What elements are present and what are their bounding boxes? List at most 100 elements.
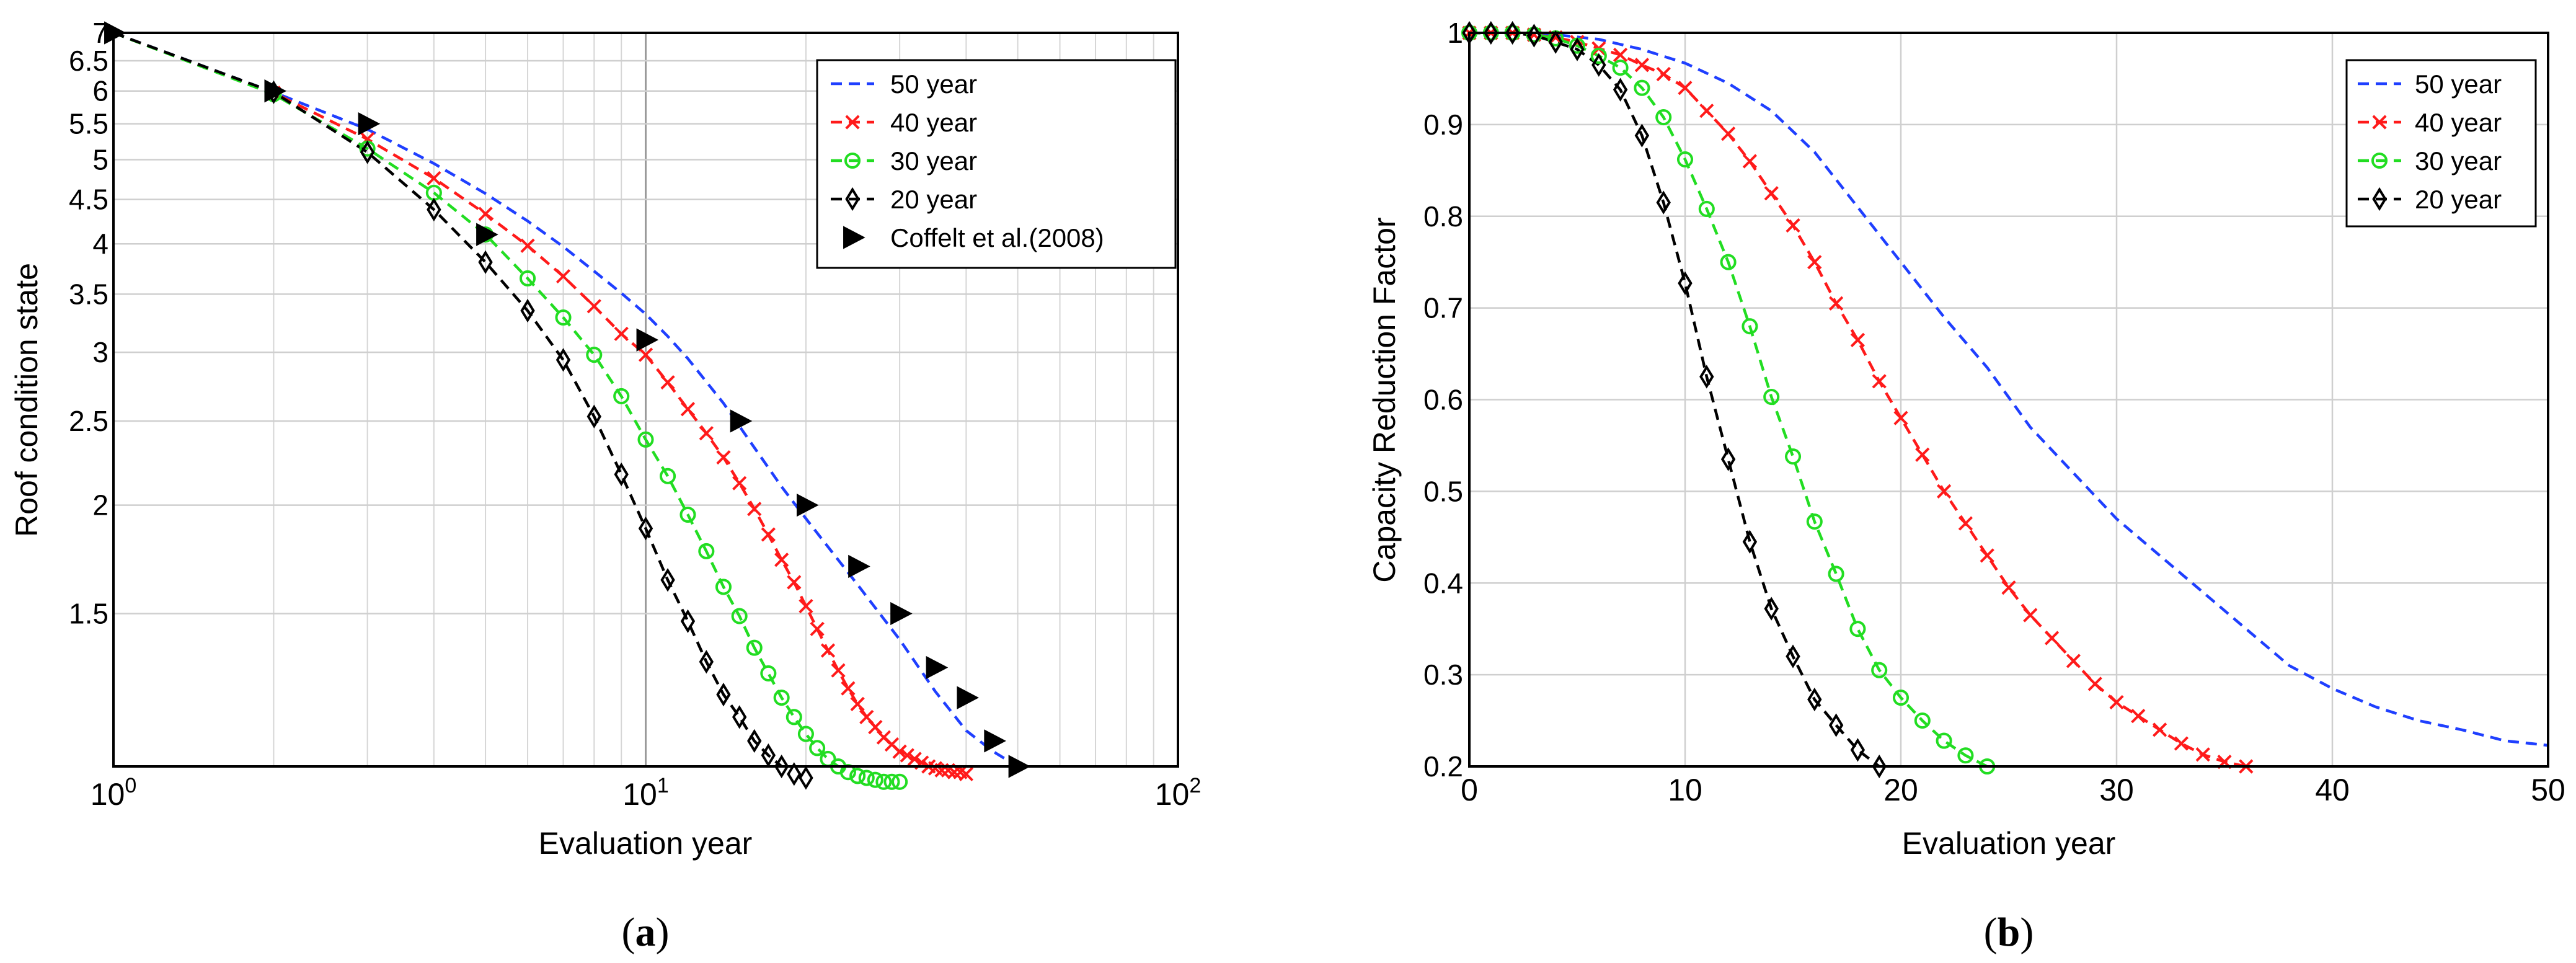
series-b-20-year-point [1613,78,1628,102]
series-a-coffelt-et-al-2008-point [264,79,287,103]
legend-label-b: 40 year [2415,108,2502,137]
marker-layer-b [1461,20,2254,779]
y-tick-label-a: 6.5 [69,45,108,77]
plot-frame-b [1468,32,2549,768]
series-a-20-year-point [787,762,802,786]
series-b-40-year-point [1656,66,1671,82]
series-b-30-year-point [1892,690,1910,706]
series-a-40-year-point [660,375,675,390]
series-b-40-year-point [2023,608,2038,623]
series-a-20-year-point [660,568,675,592]
y-tick-label-b: 0.9 [1423,109,1463,141]
series-a-20-year-point [614,462,629,487]
series-a-40-year-point [787,575,802,590]
legend-label-a: Coffelt et al.(2008) [890,223,1104,252]
series-a-40-year-point [586,299,601,314]
caption-b: (b) [1984,910,2034,955]
series-b-20-year-point [1505,20,1520,45]
series-b-20-year-point [1699,365,1714,389]
legend-marker-a [845,115,860,130]
series-b-30-year-point [1871,662,1888,678]
series-a-30-year-point [586,347,603,363]
series-b-20-year-point [1678,271,1693,295]
series-a-30-year-point [875,773,892,790]
series-a-coffelt-et-al-2008-point [730,409,753,433]
series-a-coffelt-et-al-2008-point [926,655,949,680]
series-b-20-year-point [1807,687,1822,712]
series-b-20-year-point [1764,597,1779,621]
y-tick-label-a: 6 [92,75,108,107]
series-b-20-year-point [1484,20,1498,45]
series-a-30-year-point [555,309,572,326]
series-a-coffelt-et-al-2008-point [957,686,979,709]
series-a-30-year-point [883,773,900,790]
y-tick-label-a: 4 [92,228,108,260]
series-a-20-year-point [638,517,653,541]
series-a-20-year-line [113,33,785,766]
series-a-50-year-line [113,33,1019,766]
series-a-30-year-point [659,468,676,484]
series-a-40-year-point [699,426,714,441]
series-b-30-year-point [1720,254,1737,270]
marker-layer-a [104,21,1031,790]
series-b-40-year-point [1807,255,1822,270]
legend-label-a: 30 year [890,146,977,175]
x-axis-label-b: Evaluation year [1902,826,2116,861]
series-b-30-year-point [1655,109,1672,126]
series-a-30-year-point [731,608,748,624]
series-a-30-year-point [698,543,715,559]
x-tick-label-b: 20 [1883,773,1918,807]
series-b-40-year-point [2195,747,2210,762]
x-tick-label-a: 100 [91,774,137,812]
series-b-40-year-point [2109,695,2124,710]
series-a-40-year-point [900,748,914,763]
legend-marker-a [843,226,865,249]
series-b-30-year-point [1784,448,1802,465]
series-b-30-year-line [1469,33,1988,766]
x-tick-label-a: 101 [622,774,669,812]
series-b-40-year-point [1742,154,1758,169]
y-tick-label-a: 5.5 [69,108,108,140]
series-a-20-year-point [555,348,571,372]
caption-a-letter: a [635,910,656,955]
series-a-30-year-point [858,770,875,786]
series-a-40-year-point [761,527,776,542]
series-a-40-year-point [799,598,813,614]
series-a-40-year-point [638,347,653,362]
legend-marker-b [2372,187,2387,211]
y-tick-label-b: 1 [1447,17,1463,49]
series-b-40-year-point [1872,374,1887,389]
series-a-30-year-point [809,740,826,757]
legend-label-a: 20 year [890,185,977,214]
plot-frame-a [112,32,1179,768]
series-a-40-year-point [680,402,696,417]
series-b-20-year-point [1872,754,1887,779]
legend-marker-a [845,187,860,211]
y-tick-label-b: 0.8 [1423,200,1463,233]
series-a-30-year-point [786,709,802,726]
series-b-40-year-point [2152,722,2167,737]
series-b-40-year-point [2131,709,2146,724]
series-b-50-year-line [1469,33,2548,747]
series-b-40-year-point [2066,654,2081,668]
legend-label-a: 50 year [890,69,977,99]
x-tick-label-a: 102 [1155,774,1202,812]
legend-label-b: 50 year [2415,69,2502,99]
series-a-40-year-point [947,765,962,779]
series-b-20-year-point [1656,190,1671,215]
series-b-20-year-point [1786,644,1800,668]
series-a-40-year-point [831,663,846,678]
series-b-20-year-point [1570,37,1585,61]
series-a-20-year-point [360,140,375,164]
legend-label-a: 40 year [890,108,977,137]
legend-box-a [816,59,1177,269]
series-b-30-year-point [1763,389,1780,406]
x-tick-label-b: 40 [2315,773,2350,807]
series-b-30-year-point [1914,712,1931,729]
x-axis-label-a: Evaluation year [539,826,753,861]
series-b-40-year-point [1850,332,1866,347]
y-axis-label-b: Capacity Reduction Factor [1367,217,1402,582]
legend-marker-a [844,152,861,169]
series-a-20-year-point [732,705,747,729]
